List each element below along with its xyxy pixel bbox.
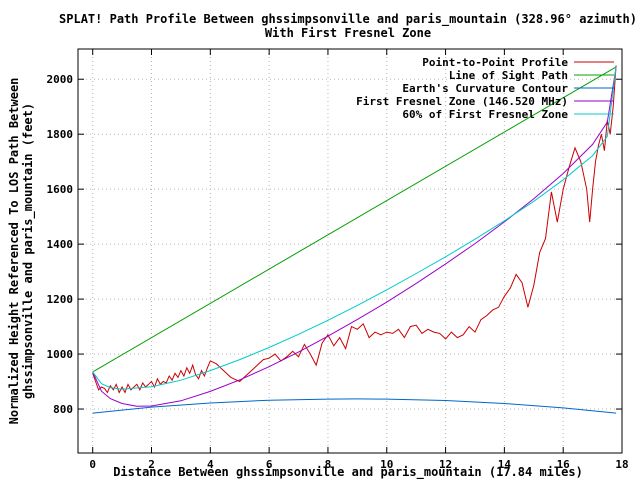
x-tick-label: 4 [207,458,214,471]
x-tick-label: 14 [498,458,512,471]
legend-label-4: First Fresnel Zone (146.520 MHz) [356,95,568,108]
x-tick-label: 6 [266,458,273,471]
chart-subtitle: With First Fresnel Zone [265,26,431,40]
y-tick-label: 2000 [47,73,74,86]
y-tick-label: 1200 [47,293,74,306]
y-axis-label-line2: ghssimpsonville and paris_mountain (feet… [21,103,36,399]
legend-label-2: Line of Sight Path [449,69,568,82]
y-tick-label: 1000 [47,348,74,361]
y-tick-label: 800 [53,403,73,416]
legend-label-3: Earth's Curvature Contour [402,82,568,95]
y-axis-label-line1: Normalized Height Referenced To LOS Path… [7,78,21,425]
x-tick-label: 0 [89,458,96,471]
y-tick-label: 1800 [47,128,74,141]
series-line-2 [92,66,617,373]
y-tick-label: 1400 [47,238,74,251]
data-series [92,65,617,414]
series-line-4 [92,66,617,407]
legend-label-5: 60% of First Fresnel Zone [402,108,568,121]
plot-border [77,48,623,454]
axis-ticks: 0 2 4 6 8 10 12 14 16 18 800 1000 1200 1400 1600 1800 20… [47,49,629,471]
x-tick-label: 12 [439,458,452,471]
x-tick-label: 16 [557,458,571,471]
x-tick-label: 18 [615,458,628,471]
series-line-5 [92,66,617,390]
y-tick-label: 1600 [47,183,74,196]
x-tick-label: 2 [148,458,155,471]
series-line-3 [92,398,617,414]
x-axis-label: Distance Between ghssimpsonville and par… [113,465,583,480]
x-tick-label: 10 [380,458,393,471]
chart-title: SPLAT! Path Profile Between ghssimpsonvi… [59,12,637,27]
x-tick-label: 8 [325,458,332,471]
legend-label-1: Point-to-Point Profile [422,56,568,69]
